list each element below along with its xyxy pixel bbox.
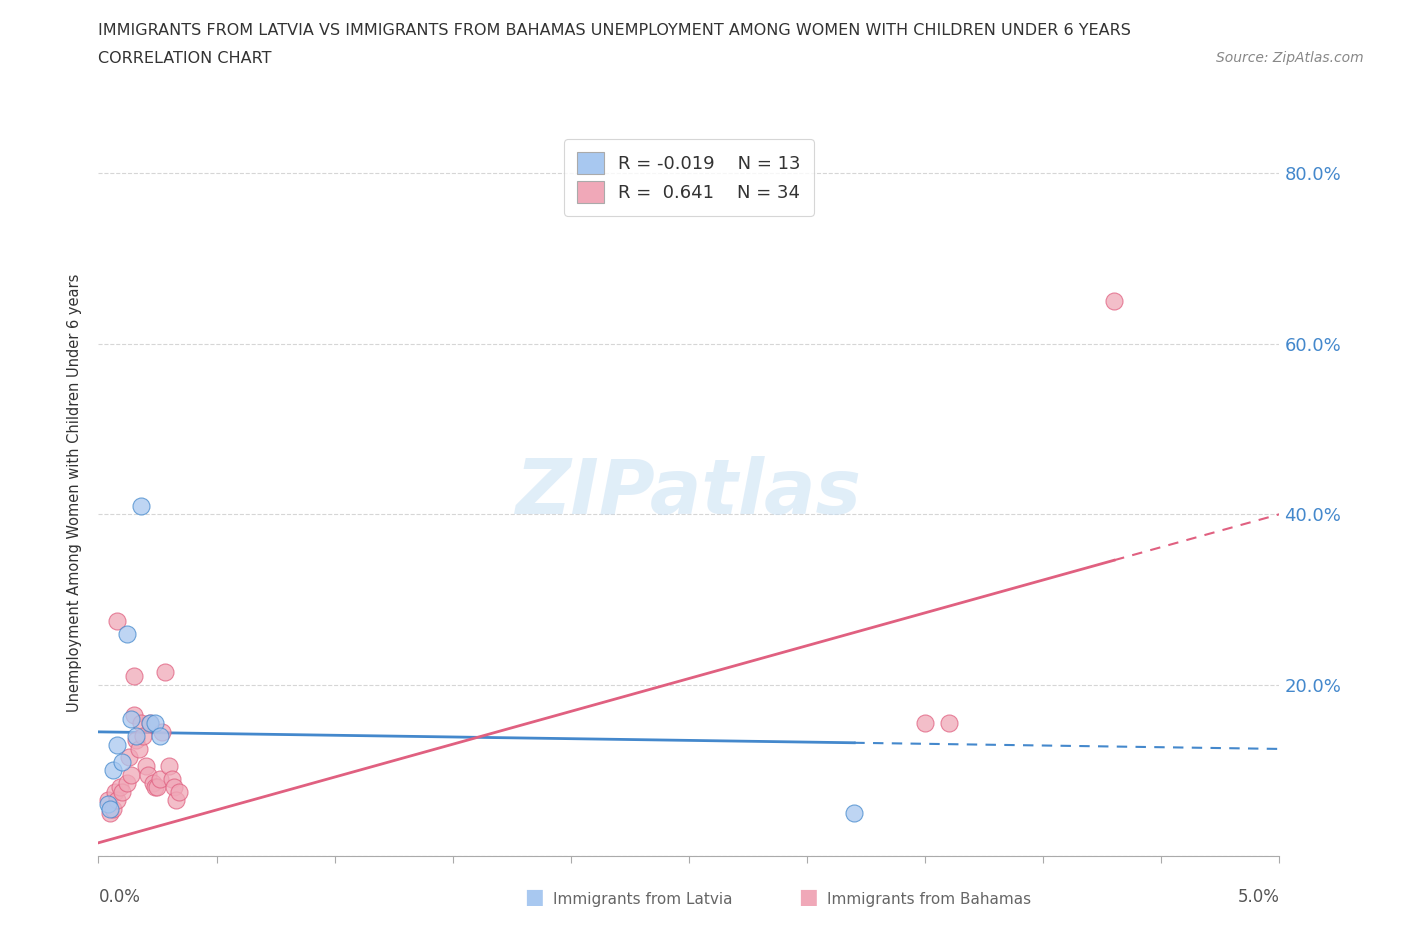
Point (914, 716, 936, 731)
Point (938, 716, 960, 731)
Text: ZIPatlas: ZIPatlas (516, 456, 862, 530)
Point (105, 792, 128, 807)
Point (844, 805, 866, 820)
Point (167, 784, 190, 799)
Point (122, 669, 145, 684)
Point (125, 733, 148, 748)
Point (128, 741, 150, 756)
Point (139, 716, 162, 731)
Point (125, 729, 148, 744)
Point (165, 792, 187, 807)
Point (98, 802, 121, 817)
Text: IMMIGRANTS FROM LATVIA VS IMMIGRANTS FROM BAHAMAS UNEMPLOYMENT AMONG WOMEN WITH : IMMIGRANTS FROM LATVIA VS IMMIGRANTS FRO… (98, 23, 1132, 38)
Point (150, 724, 173, 739)
Point (105, 614, 128, 629)
Point (97, 792, 120, 807)
Point (111, 784, 134, 799)
Text: Source: ZipAtlas.com: Source: ZipAtlas.com (1216, 51, 1364, 65)
Y-axis label: Unemployment Among Women with Children Under 6 years: Unemployment Among Women with Children U… (67, 273, 83, 712)
Point (101, 763, 124, 777)
Point (157, 759, 180, 774)
Point (129, 498, 152, 513)
Point (104, 784, 127, 799)
Text: CORRELATION CHART: CORRELATION CHART (98, 51, 271, 66)
Point (97, 797, 120, 812)
Point (139, 716, 162, 731)
Point (1102, 294, 1125, 309)
Point (132, 729, 155, 744)
Point (122, 708, 145, 723)
Point (160, 771, 183, 786)
Point (142, 776, 165, 790)
Point (163, 780, 186, 795)
Point (121, 711, 143, 726)
Point (129, 716, 152, 731)
Text: Immigrants from Latvia: Immigrants from Latvia (553, 892, 733, 907)
Point (101, 802, 124, 817)
Text: 5.0%: 5.0% (1237, 888, 1279, 906)
Point (149, 771, 172, 786)
Point (149, 729, 172, 744)
Text: ■: ■ (799, 886, 818, 907)
Point (111, 754, 134, 769)
Point (135, 759, 157, 774)
Point (118, 750, 141, 764)
Point (136, 767, 159, 782)
Point (105, 737, 128, 752)
Point (143, 780, 166, 795)
Text: Immigrants from Bahamas: Immigrants from Bahamas (827, 892, 1031, 907)
Point (115, 776, 138, 790)
Point (143, 716, 166, 731)
Legend: R = -0.019    N = 13, R =  0.641    N = 34: R = -0.019 N = 13, R = 0.641 N = 34 (564, 140, 814, 216)
Text: 0.0%: 0.0% (98, 888, 141, 906)
Point (98, 805, 121, 820)
Point (153, 665, 176, 680)
Point (115, 626, 138, 641)
Text: ■: ■ (524, 886, 544, 907)
Point (108, 780, 131, 795)
Point (146, 780, 169, 795)
Point (121, 767, 143, 782)
